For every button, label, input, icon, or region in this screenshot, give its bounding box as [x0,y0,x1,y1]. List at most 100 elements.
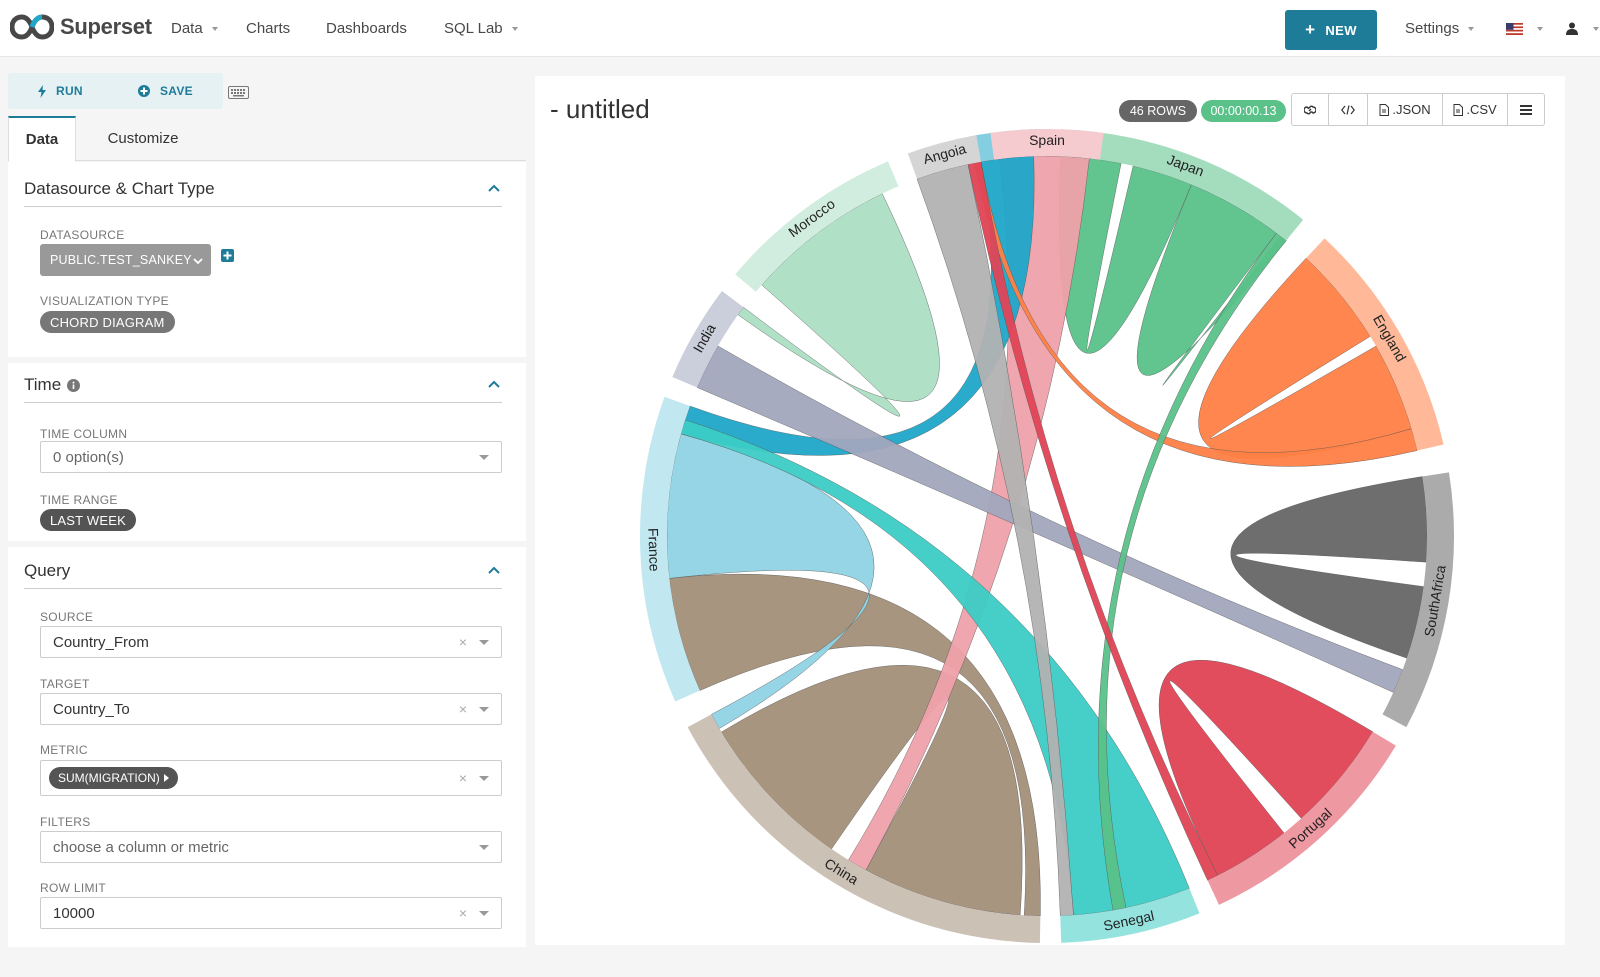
time-section-header[interactable]: Time [24,368,502,403]
caret-right-icon [163,774,169,782]
add-datasource-icon[interactable] [221,249,234,262]
chord-group-arc[interactable] [1207,731,1396,905]
time-range-pill[interactable]: LAST WEEK [40,509,136,531]
export-csv-button[interactable]: .CSV [1443,94,1508,125]
keyboard-shortcuts-icon[interactable] [228,86,249,104]
target-label: TARGET [40,677,90,691]
chord-group-arc[interactable] [1060,888,1200,943]
nav-data-menu[interactable]: Data [171,20,218,37]
chord-ribbon[interactable] [737,193,940,417]
time-section: Time TIME COLUMN 0 option(s) TIME RANGE … [8,363,526,541]
chord-group-arc[interactable] [1306,238,1444,451]
json-label: .JSON [1392,102,1431,117]
row-count-badge: 46 ROWS [1119,100,1197,122]
plus-circle-icon [138,85,150,97]
chord-group-label: France [645,528,663,572]
chord-group-arc[interactable] [990,129,1104,160]
chord-group-arc[interactable] [907,135,982,179]
nav-sql-lab-menu[interactable]: SQL Lab [444,20,518,37]
metric-label: METRIC [40,743,88,757]
clear-icon[interactable]: × [458,905,467,921]
chord-group-arc[interactable] [735,161,899,292]
metric-value: SUM(MIGRATION) [58,771,160,785]
chord-ribbons [666,155,1428,917]
chord-ribbon[interactable] [848,155,1090,871]
metric-pill[interactable]: SUM(MIGRATION) [49,767,178,789]
chord-group-arc[interactable] [672,291,744,388]
tab-customize[interactable]: Customize [107,130,179,147]
new-button[interactable]: + NEW [1285,10,1377,50]
chart-title[interactable]: - untitled [550,94,650,124]
viz-type-pill[interactable]: CHORD DIAGRAM [40,311,175,333]
metric-select[interactable]: SUM(MIGRATION) × [40,760,502,796]
chord-ribbon[interactable] [916,164,1074,916]
source-select[interactable]: Country_From × [40,626,502,658]
nav-dashboards-label: Dashboards [326,20,407,37]
datasource-section-header[interactable]: Datasource & Chart Type [24,172,502,207]
run-button[interactable]: RUN [38,84,83,98]
share-link-button[interactable] [1292,94,1329,125]
clear-icon[interactable]: × [458,701,467,717]
clear-icon[interactable]: × [458,634,467,650]
nav-dashboards[interactable]: Dashboards [326,20,407,37]
nav-data-label: Data [171,20,203,37]
chord-group-arc[interactable] [1382,472,1454,728]
row-limit-label: ROW LIMIT [40,881,107,895]
section-title: Query [24,561,71,580]
time-column-value: 0 option(s) [53,448,124,466]
us-flag-icon[interactable] [1506,22,1523,35]
datasource-section: Datasource & Chart Type DATASOURCE PUBLI… [8,162,526,357]
more-menu-button[interactable] [1508,94,1544,125]
settings-menu[interactable]: Settings [1405,20,1475,37]
plus-icon: + [1305,20,1316,39]
tab-data[interactable]: Data [8,116,76,162]
datasource-dropdown[interactable]: PUBLIC.TEST_SANKEY [40,244,211,276]
chord-ribbon[interactable] [1098,232,1287,911]
target-value: Country_To [53,700,130,718]
export-json-button[interactable]: .JSON [1368,94,1443,125]
bolt-icon [38,84,46,98]
filters-select[interactable]: choose a column or metric [40,831,502,863]
chevron-up-icon [488,380,500,388]
chevron-down-icon [193,258,203,265]
nav-charts-label: Charts [246,20,291,37]
info-icon [67,378,81,392]
chord-diagram: MaliJapanEnglandSouthAfricaPortugalSeneg… [640,129,1454,943]
superset-logo[interactable]: Superset [10,14,152,40]
save-button[interactable]: SAVE [138,84,193,98]
target-select[interactable]: Country_To × [40,693,502,725]
action-bar: RUN SAVE [8,73,223,109]
chevron-up-icon [488,184,500,192]
time-column-label: TIME COLUMN [40,427,128,441]
query-section: Query SOURCE Country_From × TARGET Count… [8,547,526,947]
chevron-down-icon [479,455,489,460]
chord-group-arc[interactable] [687,714,1041,943]
embed-code-button[interactable] [1329,94,1368,125]
query-section-header[interactable]: Query [24,554,502,589]
section-title: Datasource & Chart Type [24,179,215,198]
code-icon [1341,104,1355,115]
user-icon[interactable] [1566,22,1578,40]
row-limit-select[interactable]: 10000 × [40,897,502,929]
section-title: Time [24,375,62,394]
csv-label: .CSV [1466,102,1497,117]
new-button-label: NEW [1325,22,1357,38]
clear-icon[interactable]: × [458,770,467,786]
chord-group-arc[interactable] [1060,129,1304,241]
chevron-down-icon [1468,26,1475,31]
chord-group-arc[interactable] [640,396,700,702]
link-icon [1304,105,1316,114]
chart-panel: - untitled 46 ROWS 00:00:00.13 .JSON .CS… [535,76,1565,945]
chevron-down-icon[interactable] [1537,27,1543,31]
chevron-down-icon [479,911,489,916]
datasource-value: PUBLIC.TEST_SANKEY [50,253,192,267]
chevron-down-icon[interactable] [1593,27,1599,31]
row-limit-value: 10000 [53,904,95,922]
settings-label: Settings [1405,20,1460,37]
datasource-label: DATASOURCE [40,228,125,242]
chord-ribbon[interactable] [967,161,1219,881]
nav-charts[interactable]: Charts [246,20,290,37]
chart-actions: .JSON .CSV [1291,93,1545,126]
chevron-down-icon [479,707,489,712]
time-column-select[interactable]: 0 option(s) [40,441,502,473]
